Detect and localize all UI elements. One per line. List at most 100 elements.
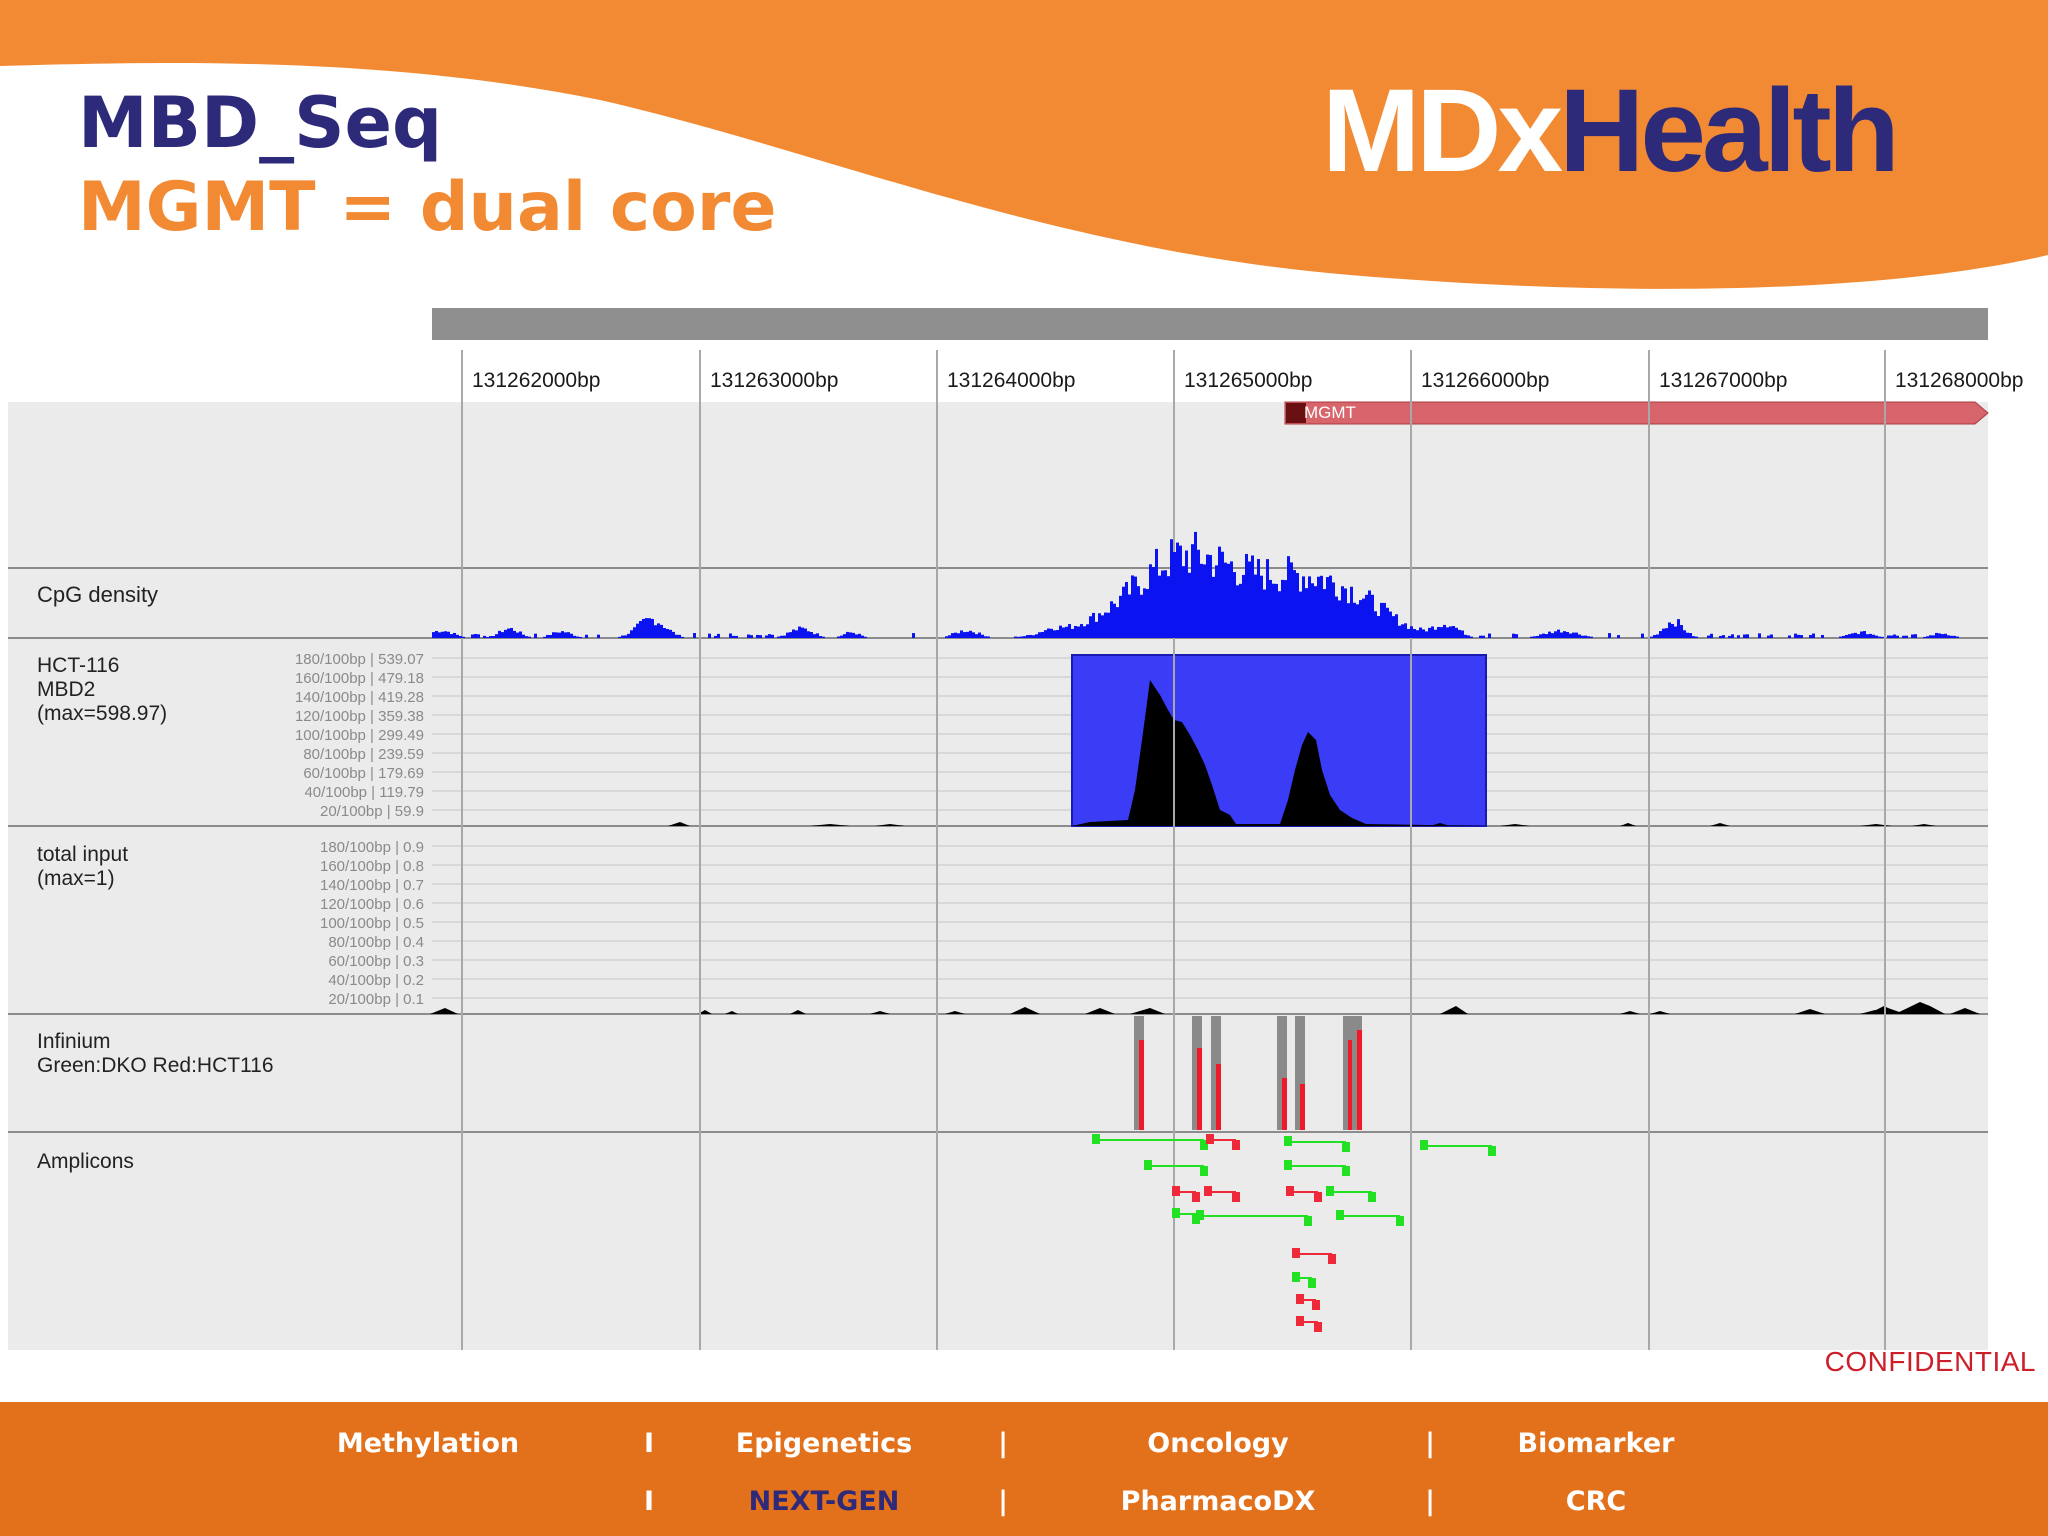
cpg-bar xyxy=(1875,635,1878,638)
cpg-bar xyxy=(1425,631,1428,638)
cpg-bar xyxy=(783,635,786,638)
cpg-bar xyxy=(1581,635,1584,638)
footer-separator: | xyxy=(998,1428,1008,1459)
cpg-bar xyxy=(1461,630,1464,638)
cpg-bar xyxy=(1545,634,1548,638)
cpg-bar xyxy=(1857,634,1860,638)
cpg-bar xyxy=(660,624,663,638)
cpg-bar xyxy=(663,628,666,638)
cpg-bar xyxy=(1104,612,1107,638)
cpg-bar xyxy=(1458,629,1461,638)
cpg-bar xyxy=(1956,636,1959,638)
cpg-bar xyxy=(1341,586,1344,638)
cpg-bar xyxy=(693,633,696,638)
coordinate-label: 131268000bp xyxy=(1895,369,2023,392)
cpg-bar xyxy=(1194,531,1197,638)
cpg-bar xyxy=(1929,635,1932,638)
cpg-bar xyxy=(1320,575,1323,638)
amplicon-end xyxy=(1200,1140,1208,1150)
cpg-bar xyxy=(477,634,480,638)
cpg-bar xyxy=(1677,619,1680,638)
cpg-bar xyxy=(621,635,624,638)
cpg-bar xyxy=(444,631,447,638)
cpg-bar xyxy=(1428,627,1431,638)
cpg-bar xyxy=(1308,576,1311,638)
mbd-scale-label: 100/100bp | 299.49 xyxy=(295,727,424,744)
cpg-bar xyxy=(1161,570,1164,638)
cpg-bar xyxy=(456,634,459,638)
cpg-bar xyxy=(1233,572,1236,638)
mbd-scale-label: 40/100bp | 119.79 xyxy=(304,784,424,801)
cpg-bar xyxy=(1032,635,1035,638)
cpg-bar xyxy=(1131,575,1134,638)
cpg-bar xyxy=(1134,576,1137,638)
coordinate-label: 131267000bp xyxy=(1659,369,1787,392)
amplicon-end xyxy=(1396,1216,1404,1226)
cpg-bar xyxy=(765,635,768,638)
cpg-bar xyxy=(1356,604,1359,638)
amplicon-end xyxy=(1172,1208,1180,1218)
cpg-bar xyxy=(1845,634,1848,638)
cpg-bar xyxy=(1452,626,1455,638)
cpg-bar xyxy=(1305,588,1308,638)
cpg-bar xyxy=(1158,575,1161,638)
cpg-bar xyxy=(1671,624,1674,638)
cpg-bar xyxy=(1656,634,1659,638)
cpg-bar xyxy=(471,634,474,638)
cpg-bar xyxy=(864,636,867,638)
cpg-bar xyxy=(1947,635,1950,638)
cpg-bar xyxy=(798,626,801,638)
cpg-bar xyxy=(1923,636,1926,638)
cpg-bar xyxy=(1188,572,1191,638)
cpg-bar xyxy=(756,634,759,638)
cpg-bar xyxy=(966,631,969,638)
gene-mgmt-bar xyxy=(1284,401,1989,425)
footer-methylation: Methylation xyxy=(336,1428,520,1459)
amplicon-end xyxy=(1200,1166,1208,1176)
cpg-bar xyxy=(1863,631,1866,638)
cpg-bar xyxy=(1530,636,1533,638)
cpg-bar xyxy=(816,633,819,638)
cpg-bar xyxy=(645,618,648,638)
coordinate-label: 131266000bp xyxy=(1421,369,1549,392)
cpg-bar xyxy=(1071,628,1074,638)
cpg-bar xyxy=(1095,621,1098,638)
cpg-bar xyxy=(624,635,627,638)
cpg-bar xyxy=(555,632,558,638)
amplicons-track xyxy=(1092,1134,1496,1332)
cpg-bar xyxy=(1389,611,1392,638)
cpg-bar xyxy=(768,634,771,638)
cpg-bar xyxy=(438,632,441,638)
cpg-bar xyxy=(975,634,978,638)
cpg-bar xyxy=(1038,632,1041,638)
cpg-bar xyxy=(729,633,732,638)
cpg-bar xyxy=(1578,634,1581,638)
amplicon-end xyxy=(1286,1186,1294,1196)
cpg-bar xyxy=(486,636,489,638)
cpg-bar xyxy=(1215,565,1218,638)
slide-title: MBD_Seq xyxy=(78,82,443,164)
cpg-bar xyxy=(1386,607,1389,638)
cpg-bar xyxy=(1086,624,1089,638)
cpg-bar xyxy=(795,630,798,638)
cpg-bar xyxy=(1014,636,1017,638)
cpg-bar xyxy=(1155,548,1158,638)
cpg-bar xyxy=(630,630,633,638)
coordinate-labels: 131262000bp 131263000bp 131264000bp 1312650… xyxy=(472,369,2023,392)
amplicon-end xyxy=(1296,1316,1304,1326)
input-scale-label: 120/100bp | 0.6 xyxy=(320,896,424,913)
cpg-bar xyxy=(1932,635,1935,638)
cpg-bar xyxy=(1113,603,1116,638)
footer-separator: | xyxy=(1425,1486,1435,1517)
amplicon-end xyxy=(1368,1192,1376,1202)
cpg-bar xyxy=(504,629,507,638)
cpg-bar xyxy=(1326,577,1329,638)
cpg-bar xyxy=(633,627,636,638)
slide-subtitle: MGMT = dual core xyxy=(78,168,777,247)
cpg-bar xyxy=(1794,633,1797,638)
cpg-bar xyxy=(672,631,675,638)
cpg-bar xyxy=(1284,580,1287,638)
cpg-bar xyxy=(462,636,465,638)
cpg-bar xyxy=(651,618,654,638)
cpg-bar xyxy=(1296,573,1299,638)
